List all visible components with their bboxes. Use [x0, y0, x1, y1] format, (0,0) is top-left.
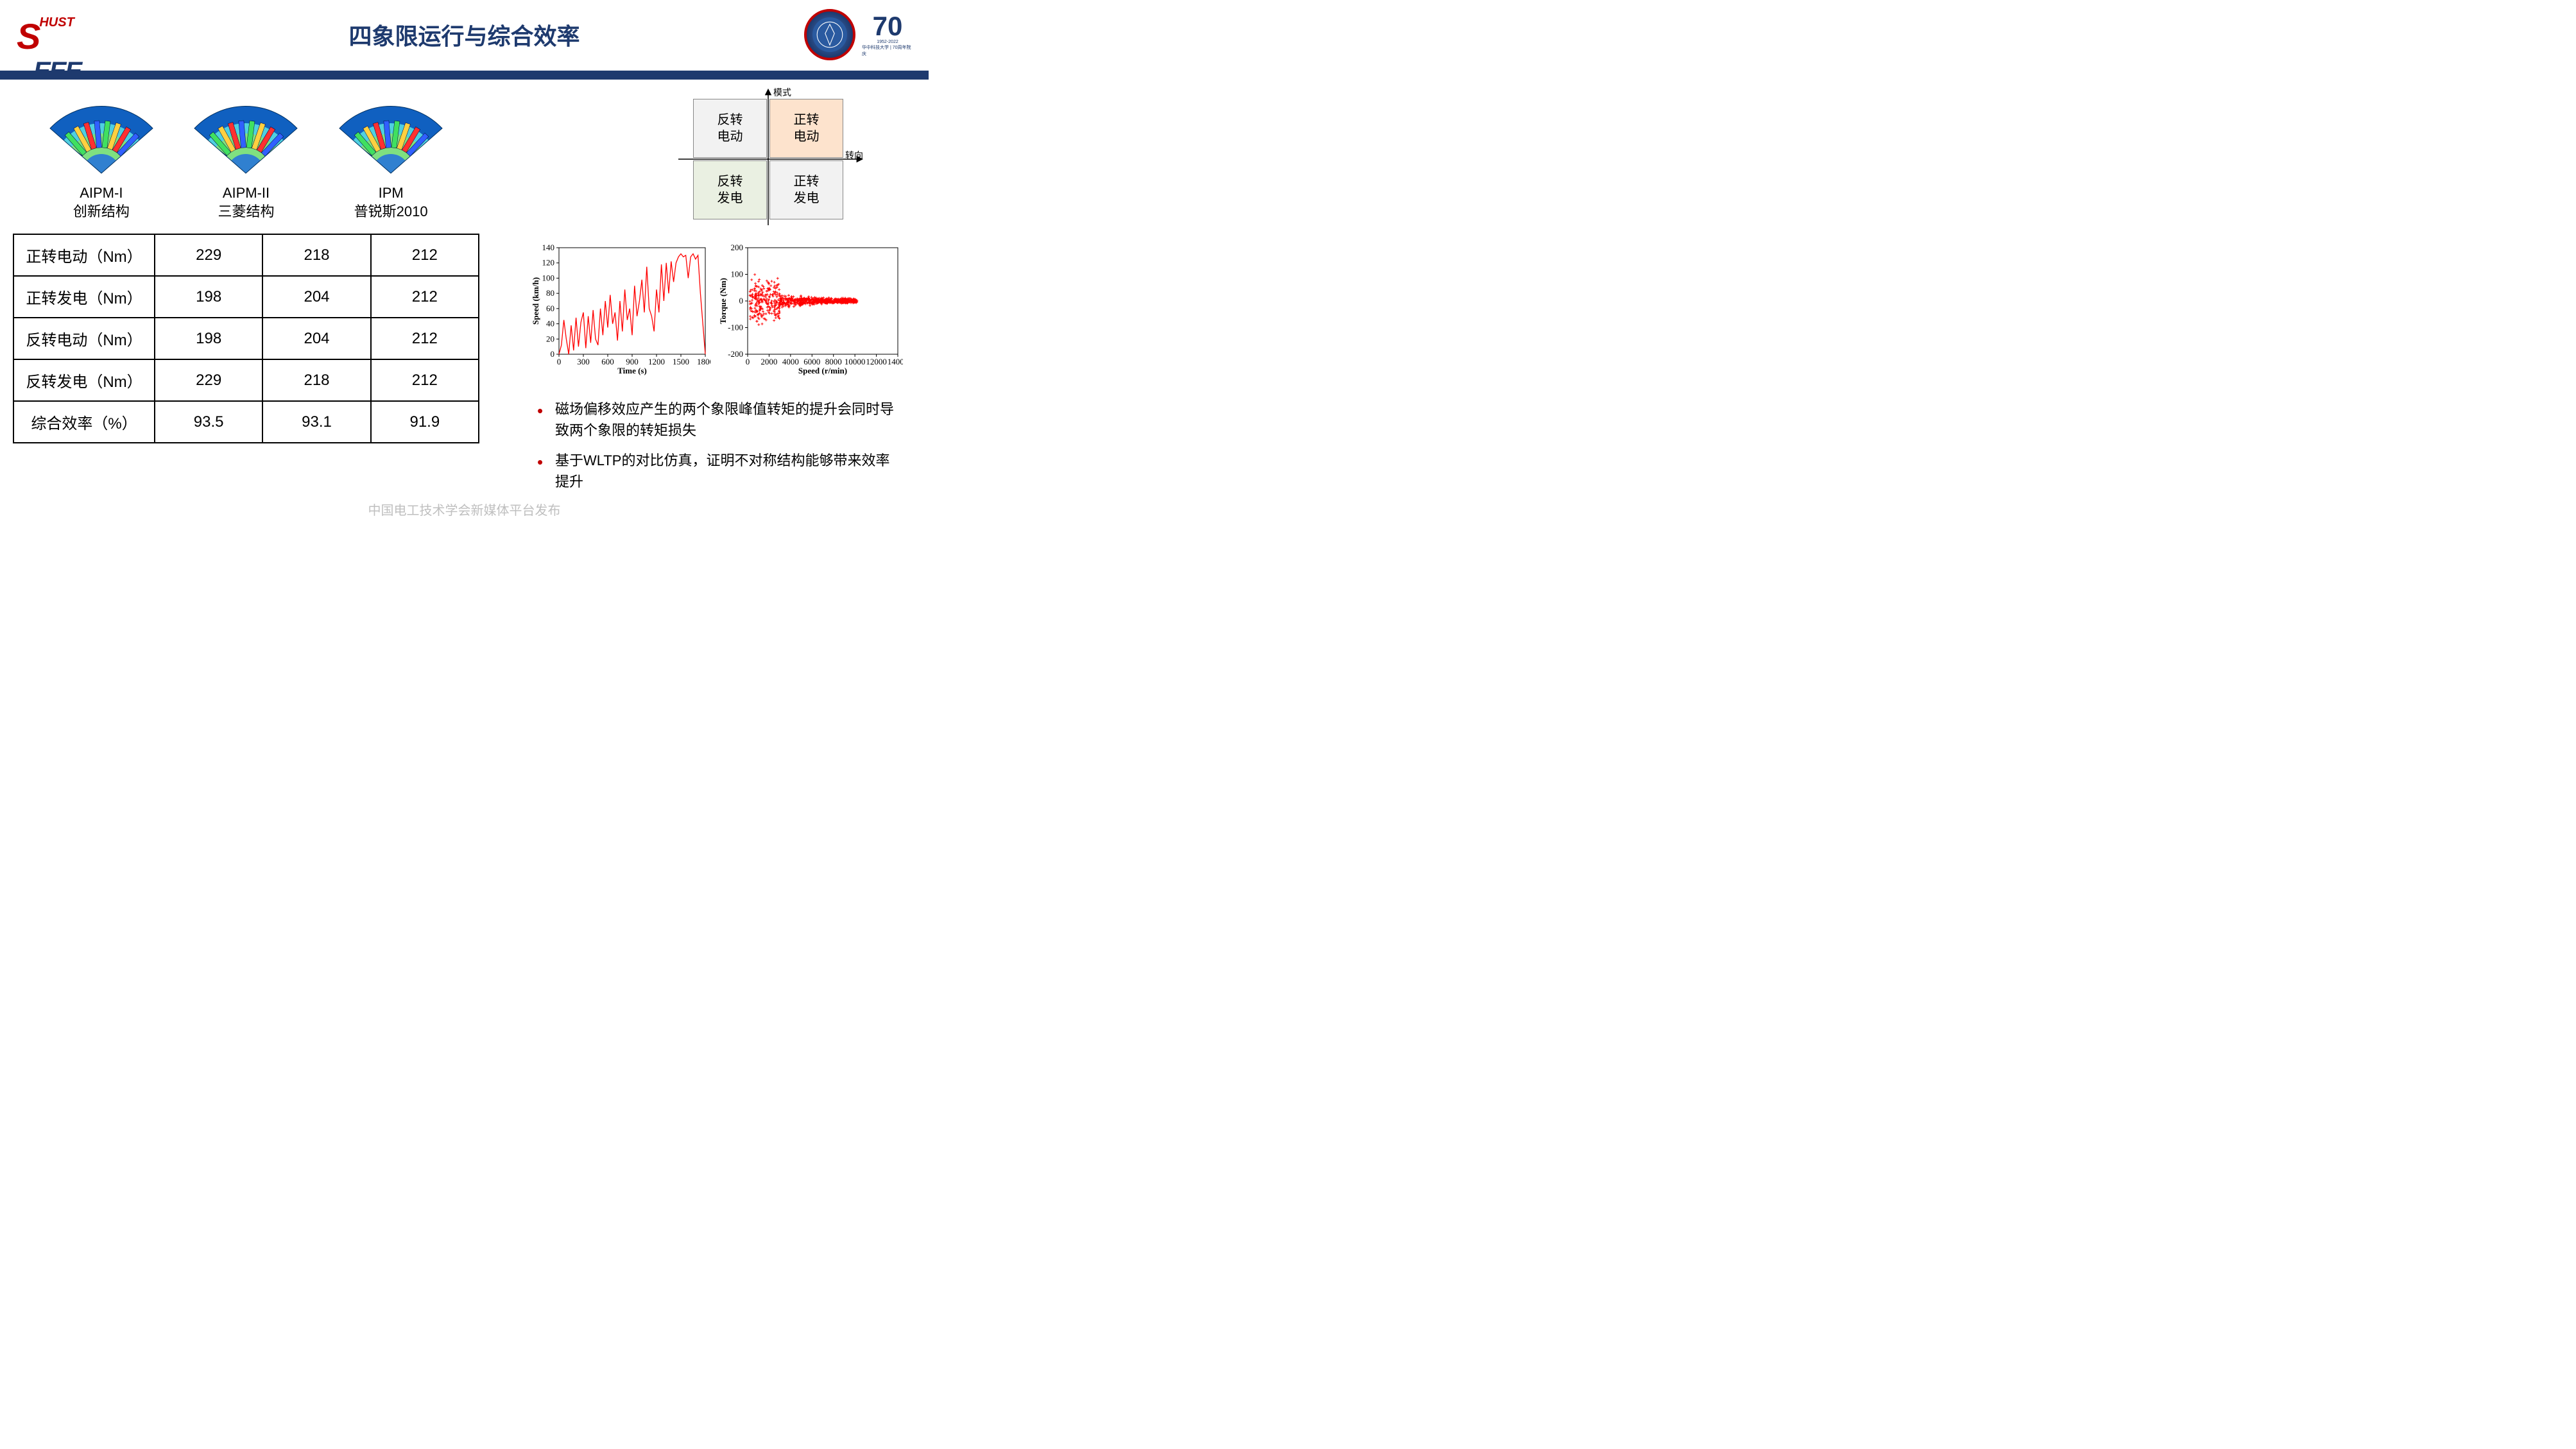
quad-q1: 正转 电动	[769, 99, 843, 158]
svg-text:0: 0	[746, 357, 750, 366]
cell: 204	[262, 318, 370, 359]
svg-text:14000: 14000	[888, 357, 903, 366]
school-badge-icon	[804, 9, 855, 60]
svg-text:0: 0	[551, 349, 555, 359]
svg-text:Time (s): Time (s)	[617, 366, 647, 375]
svg-text:1500: 1500	[673, 357, 689, 366]
page-title: 四象限运行与综合效率	[0, 18, 929, 51]
table-row: 正转电动（Nm）229218212	[13, 234, 479, 276]
anniversary-badge: 70 1952-2022 华中科技大学 | 70周年院庆	[862, 9, 913, 60]
svg-text:100: 100	[542, 273, 555, 282]
svg-text:1200: 1200	[648, 357, 665, 366]
table-row: 反转电动（Nm）198204212	[13, 318, 479, 359]
cell: 198	[155, 276, 262, 318]
cell: 91.9	[371, 401, 479, 443]
motor-diagrams-row: AIPM-I创新结构 AIPM-II三菱结构 IPM普锐斯2010	[39, 103, 454, 221]
bullet-item: 基于WLTP的对比仿真，证明不对称结构能够带来效率提升	[537, 450, 903, 492]
svg-text:300: 300	[577, 357, 590, 366]
left-column: AIPM-I创新结构 AIPM-II三菱结构 IPM普锐斯2010 正转电动（N…	[0, 83, 492, 497]
svg-text:80: 80	[546, 288, 554, 298]
svg-text:12000: 12000	[866, 357, 887, 366]
svg-text:6000: 6000	[803, 357, 820, 366]
motor-diagram: AIPM-II三菱结构	[188, 103, 304, 221]
svg-text:20: 20	[546, 334, 554, 343]
data-table: 正转电动（Nm）229218212正转发电（Nm）198204212反转电动（N…	[13, 234, 479, 443]
header-divider	[0, 71, 929, 80]
svg-text:2000: 2000	[760, 357, 777, 366]
quad-y-label: 模式	[773, 86, 791, 99]
cell: 212	[371, 359, 479, 401]
svg-text:140: 140	[542, 243, 555, 252]
anniversary-sub2: 华中科技大学 | 70周年院庆	[862, 44, 913, 57]
cell: 93.5	[155, 401, 262, 443]
cell: 218	[262, 359, 370, 401]
cell: 198	[155, 318, 262, 359]
svg-text:-100: -100	[728, 323, 743, 332]
svg-text:Torque (Nm): Torque (Nm)	[718, 278, 728, 324]
motor-diagram: AIPM-I创新结构	[44, 103, 159, 221]
bullet-list: 磁场偏移效应产生的两个象限峰值转矩的提升会同时导致两个象限的转矩损失基于WLTP…	[537, 399, 903, 492]
svg-text:200: 200	[731, 243, 744, 252]
table-row: 反转发电（Nm）229218212	[13, 359, 479, 401]
quad-x-label: 转向	[845, 149, 863, 162]
cell: 218	[262, 234, 370, 276]
svg-text:120: 120	[542, 258, 555, 268]
cell: 212	[371, 318, 479, 359]
motor-label: AIPM-II三菱结构	[188, 184, 304, 221]
cell: 204	[262, 276, 370, 318]
svg-text:0: 0	[557, 357, 562, 366]
anniversary-sub1: 1952-2022	[877, 40, 898, 44]
charts-row: 0 300 600 900 1200 1500 1800 0 20 40 60 80 100 120 140…	[531, 241, 903, 379]
svg-text:40: 40	[546, 319, 554, 329]
footer-text: 中国电工技术学会新媒体平台发布	[0, 500, 929, 519]
svg-text:4000: 4000	[782, 357, 799, 366]
svg-text:0: 0	[739, 296, 744, 305]
table-row: 综合效率（%）93.593.191.9	[13, 401, 479, 443]
anniversary-num: 70	[873, 13, 903, 40]
content: AIPM-I创新结构 AIPM-II三菱结构 IPM普锐斯2010 正转电动（N…	[0, 83, 929, 497]
svg-text:600: 600	[601, 357, 614, 366]
cell: 212	[371, 276, 479, 318]
cell: 229	[155, 234, 262, 276]
motor-diagram: IPM普锐斯2010	[333, 103, 449, 221]
svg-text:100: 100	[731, 270, 744, 279]
bullet-item: 磁场偏移效应产生的两个象限峰值转矩的提升会同时导致两个象限的转矩损失	[537, 399, 903, 441]
table-row: 正转发电（Nm）198204212	[13, 276, 479, 318]
quad-q2: 反转 电动	[693, 99, 767, 158]
row-label: 反转发电（Nm）	[13, 359, 155, 401]
svg-text:Speed (r/min): Speed (r/min)	[798, 366, 847, 375]
motor-label: IPM普锐斯2010	[333, 184, 449, 221]
row-label: 正转发电（Nm）	[13, 276, 155, 318]
motor-label: AIPM-I创新结构	[44, 184, 159, 221]
svg-text:Speed (km/h): Speed (km/h)	[531, 277, 540, 325]
header: SHUST EEE 四象限运行与综合效率 70 1952-2022 华中科技大学…	[0, 0, 929, 69]
cell: 212	[371, 234, 479, 276]
cell: 93.1	[262, 401, 370, 443]
right-column: 模式 转向 反转 电动 正转 电动 反转 发电 正转 发电 0300600900…	[492, 83, 929, 497]
logo-right: 70 1952-2022 华中科技大学 | 70周年院庆	[804, 9, 913, 60]
row-label: 正转电动（Nm）	[13, 234, 155, 276]
row-label: 反转电动（Nm）	[13, 318, 155, 359]
svg-text:900: 900	[626, 357, 639, 366]
svg-text:1800: 1800	[697, 357, 710, 366]
torque-chart: 02000400060008000100001200014000-200-100…	[717, 241, 903, 379]
quadrant-diagram: 模式 转向 反转 电动 正转 电动 反转 发电 正转 发电	[672, 87, 864, 228]
svg-text:8000: 8000	[825, 357, 842, 366]
quad-q4: 正转 发电	[769, 160, 843, 219]
row-label: 综合效率（%）	[13, 401, 155, 443]
cell: 229	[155, 359, 262, 401]
svg-text:10000: 10000	[845, 357, 866, 366]
svg-text:-200: -200	[728, 349, 743, 359]
svg-text:60: 60	[546, 304, 554, 313]
quad-q3: 反转 发电	[693, 160, 767, 219]
speed-chart: 0 300 600 900 1200 1500 1800 0 20 40 60 80 100 120 140…	[531, 241, 710, 379]
